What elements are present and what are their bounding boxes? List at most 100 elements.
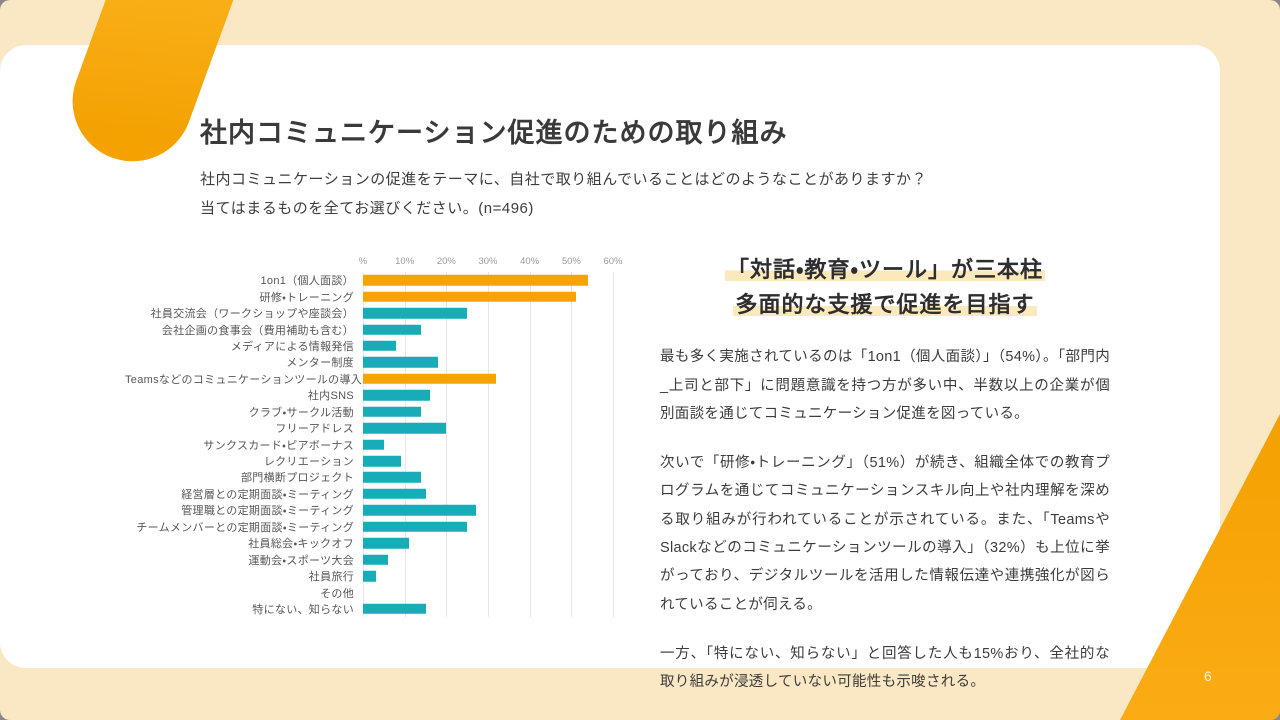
category-label: 管理職との定期面談・ミーティング — [181, 505, 354, 518]
bar-track — [363, 453, 635, 469]
bar — [363, 505, 476, 516]
bar-track — [363, 535, 635, 551]
bar — [363, 521, 468, 533]
chart-bar-row: メンター制度 — [125, 354, 635, 370]
chart-bar-row: 社員総会・キックオフ — [125, 535, 635, 551]
survey-question: 社内コミュニケーションの促進をテーマに、自社で取り組んでいることはどのようなこと… — [200, 166, 927, 223]
category-label: 研修・トレーニング — [259, 291, 354, 304]
bar — [363, 291, 576, 302]
bar — [363, 406, 422, 417]
insight-paragraph-2: 次いで「研修・トレーニング」（51%）が続き、組織全体での教育プログラムを通じて… — [660, 455, 1110, 613]
bar — [363, 570, 376, 582]
bar-track — [363, 321, 635, 337]
bar-track — [363, 288, 635, 304]
category-label: フリーアドレス — [275, 423, 354, 436]
category-label: その他 — [320, 587, 354, 600]
category-label: サンクスカード・ピアボーナス — [203, 439, 354, 452]
bar — [363, 439, 384, 450]
bar-track — [363, 272, 635, 288]
bar-track — [363, 469, 635, 485]
chart-rows: 1on1（個人面談） 研修・トレーニング社員交流会（ワークショップや座談会） 会社企… — [125, 272, 635, 617]
bar-track — [363, 420, 635, 436]
category-label: 1on1（個人面談） — [260, 275, 354, 288]
category-label: 特にない、知らない — [252, 603, 354, 616]
category-label: 部門横断プロジェクト — [241, 472, 354, 485]
bar-track — [363, 551, 635, 567]
chart-axis: % 10% 20% 30% 40% 50% 60% — [125, 254, 635, 272]
chart-bar-row: クラブ・サークル活動 — [125, 404, 635, 420]
category-label: 社員交流会（ワークショップや座談会） — [150, 308, 354, 321]
category-label: メディアによる情報発信 — [230, 340, 354, 353]
insight-column: 「対話・教育・ツール」が三本柱 多面的な支援で促進を目指す 最も多く実施されてい… — [660, 252, 1110, 696]
chart-bar-row: メディアによる情報発信 — [125, 338, 635, 354]
insight-heading-line2: 多面的な支援で促進を目指す — [733, 292, 1037, 318]
insight-paragraph-1: 最も多く実施されているのは「1on1（個人面談）」（54%）。「部門内_上司と部… — [660, 349, 1110, 422]
axis-tick-label: 10% — [395, 256, 415, 267]
chart-bar-row: サンクスカード・ピアボーナス — [125, 436, 635, 452]
chart-plot: 1on1（個人面談） 研修・トレーニング社員交流会（ワークショップや座談会） 会社企… — [125, 272, 635, 618]
slide-title: 社内コミュニケーション促進のための取り組み — [200, 118, 788, 149]
bar-track — [363, 519, 635, 535]
bar-track — [363, 404, 635, 420]
bar — [363, 472, 422, 483]
category-label: メンター制度 — [286, 357, 354, 370]
axis-tick-label: 60% — [603, 256, 623, 267]
bar — [363, 603, 426, 615]
bar — [363, 373, 497, 385]
bar — [363, 307, 468, 319]
chart-bar-row: チームメンバーとの定期面談・ミーティング — [125, 519, 635, 535]
bar-track — [363, 568, 635, 584]
page-number: 6 — [1204, 668, 1212, 684]
category-label: 社員旅行 — [308, 571, 354, 584]
bar-track — [363, 305, 635, 321]
axis-tick-label: 40% — [520, 256, 540, 267]
chart-bar-row: 管理職との定期面談・ミーティング — [125, 502, 635, 518]
survey-question-line1: 社内コミュニケーションの促進をテーマに、自社で取り組んでいることはどのようなこと… — [200, 171, 928, 188]
bar — [363, 340, 397, 352]
axis-tick-label: 30% — [478, 256, 498, 267]
insight-heading: 「対話・教育・ツール」が三本柱 多面的な支援で促進を目指す — [660, 252, 1110, 322]
bar — [363, 324, 422, 335]
chart-bar-row: 社員旅行 — [125, 568, 635, 584]
content-panel — [0, 45, 1220, 668]
bar-track — [363, 387, 635, 403]
bar-track — [363, 354, 635, 370]
bar-track — [363, 584, 635, 600]
survey-question-line2: 当てはまるものを全てお選びください。(n=496) — [200, 199, 534, 217]
chart-bar-row: 会社企画の食事会（費用補助も含む） — [125, 321, 635, 337]
bar-track — [363, 338, 635, 354]
category-label: 運動会・スポーツ大会 — [248, 554, 354, 567]
category-label: 経営層との定期面談・ミーティング — [181, 488, 354, 501]
category-label: レクリエーション — [263, 456, 354, 469]
category-label: クラブ・サークル活動 — [248, 406, 354, 419]
chart-bar-row: 社員交流会（ワークショップや座談会） — [125, 305, 635, 321]
category-label: 社内SNS — [307, 390, 354, 403]
bar — [363, 390, 430, 401]
bar — [363, 455, 401, 467]
chart-bar-row: 経営層との定期面談・ミーティング — [125, 486, 635, 502]
bar-chart: % 10% 20% 30% 40% 50% 60% 1on1（個人面談） 研修・トレーニング社… — [125, 254, 635, 618]
chart-bar-row: レクリエーション — [125, 453, 635, 469]
bar-track — [363, 601, 635, 617]
bar — [363, 554, 388, 565]
bar — [363, 537, 409, 549]
axis-tick-label: 50% — [561, 256, 581, 267]
chart-bar-row: 部門横断プロジェクト — [125, 469, 635, 485]
chart-bar-row: 1on1（個人面談） — [125, 272, 635, 288]
bar-track — [363, 371, 635, 387]
bar — [363, 357, 438, 368]
category-label: 会社企画の食事会（費用補助も含む） — [161, 324, 354, 337]
chart-bar-row: フリーアドレス — [125, 420, 635, 436]
bar — [363, 422, 447, 434]
chart-bar-row: 研修・トレーニング — [125, 288, 635, 304]
category-label: Teamsなどのコミュニケーションツールの導入 — [125, 373, 363, 386]
bar-track — [363, 486, 635, 502]
chart-bar-row: Teamsなどのコミュニケーションツールの導入 — [125, 371, 635, 387]
bar-track — [363, 502, 635, 518]
category-label: チームメンバーとの定期面談・ミーティング — [136, 521, 354, 534]
insight-heading-line1: 「対話・教育・ツール」が三本柱 — [725, 257, 1045, 282]
category-label: 社員総会・キックオフ — [248, 538, 354, 551]
bar — [363, 274, 588, 286]
bar — [363, 488, 426, 500]
